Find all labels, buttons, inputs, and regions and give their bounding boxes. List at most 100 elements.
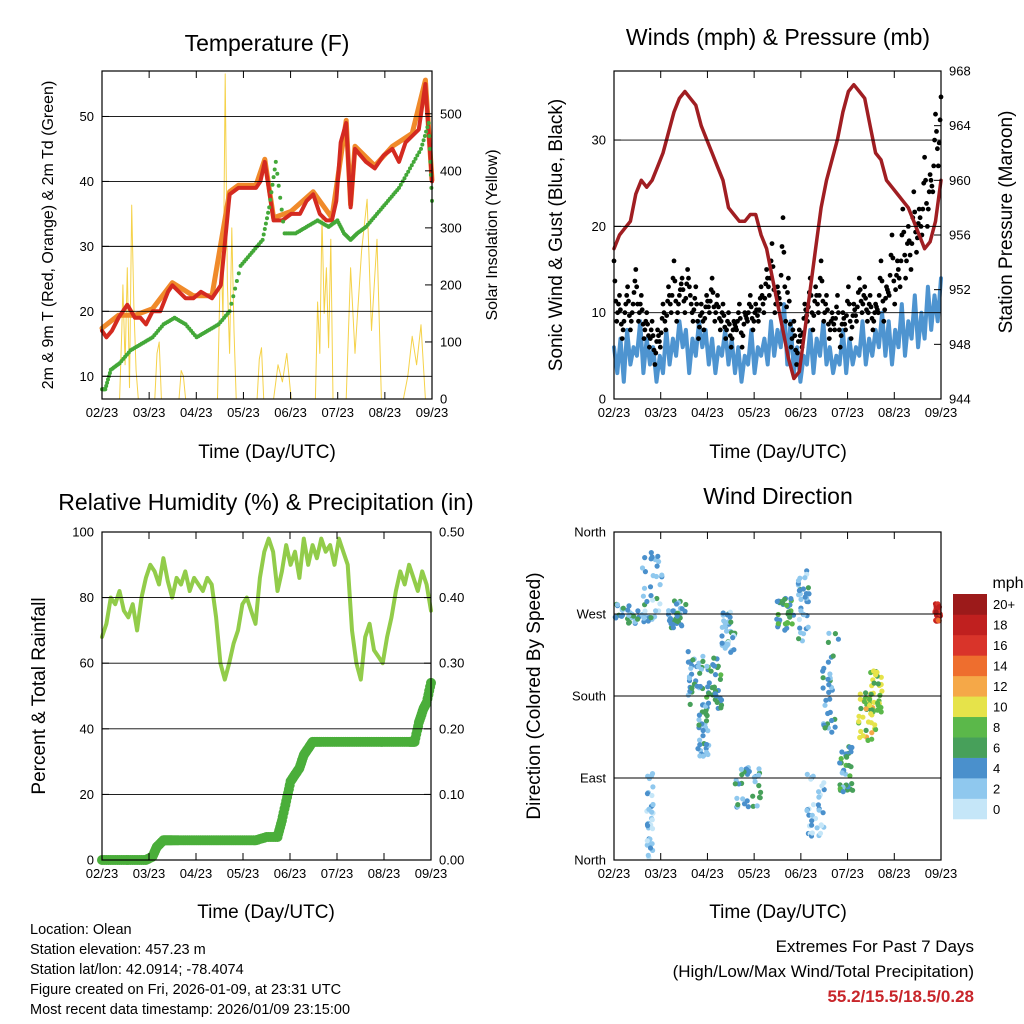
gust-series-point [692, 295, 698, 301]
gust-series-point [617, 293, 622, 298]
gust-series-point [669, 293, 675, 298]
wind-direction-point [697, 683, 703, 690]
wind-direction-point [673, 601, 680, 607]
gust-series-point [911, 189, 917, 195]
gust-series-point [934, 129, 939, 134]
wind-direction-point [700, 727, 706, 734]
wind-direction-point [812, 815, 819, 822]
gust-series-point [786, 298, 792, 304]
gust-series-point [707, 298, 713, 304]
gust-series-point [701, 327, 707, 333]
wind-direction-point [654, 595, 660, 602]
y-tick-label: 30 [592, 133, 606, 148]
wind-direction-point [810, 802, 817, 808]
wind-direction-point [826, 630, 832, 636]
x-tick-label: 07/23 [831, 866, 864, 881]
wind-direction-point [751, 774, 758, 781]
x-tick-label: 02/23 [598, 405, 631, 420]
y-tick-label-right: 200 [440, 277, 462, 292]
wind-direction-point [642, 555, 648, 561]
x-tick-label: 06/23 [785, 405, 818, 420]
wind-direction-point [614, 602, 621, 608]
gust-series-point [657, 344, 663, 350]
wind-direction-point [830, 653, 836, 659]
gust-series-point [811, 313, 817, 318]
gust-series-point [697, 324, 702, 330]
gust-series-point [790, 327, 796, 333]
wind-direction-point [825, 676, 831, 682]
gust-series-point [631, 290, 637, 295]
gust-series-point [843, 327, 848, 333]
wind-direction-point [723, 628, 730, 634]
wind-direction-point [687, 701, 693, 708]
wind-direction-point [798, 608, 804, 614]
y-tick-label-right: 300 [440, 220, 462, 235]
wind-direction-point [878, 709, 884, 715]
wind-direction-point [801, 612, 807, 618]
gust-series-point [886, 293, 892, 298]
dewpoint-series-point [419, 146, 423, 151]
gust-series-point [693, 284, 699, 290]
y-tick-label: 60 [80, 656, 94, 671]
wind-direction-point [857, 691, 863, 697]
wind-direction-point [756, 772, 762, 778]
gust-series-point [691, 307, 697, 313]
gust-series-point [727, 321, 732, 327]
wind-direction-point [659, 572, 665, 578]
gust-series-point [694, 301, 700, 307]
wind-direction-point [705, 684, 711, 690]
x-tick-label: 03/23 [133, 866, 166, 881]
gust-series-point [677, 293, 682, 298]
colorbar-label: 2 [993, 781, 1000, 796]
wind-direction-point [839, 749, 845, 755]
wind-direction-point [832, 631, 839, 637]
wind-direction-point [719, 640, 725, 646]
wind-direction-point [822, 702, 828, 708]
wind-direction-point [679, 606, 685, 612]
gust-series-point [715, 293, 720, 298]
wind-direction-point [705, 728, 711, 734]
gust-series-point [775, 284, 780, 290]
dewpoint-series-point [272, 167, 277, 172]
wind-direction-point [690, 657, 696, 663]
wind-direction-point [815, 802, 822, 808]
gust-series-point [666, 284, 671, 290]
y-tick-label: North [574, 525, 606, 540]
wind-direction-point [734, 795, 740, 801]
wind-direction-point [704, 749, 710, 756]
wind-direction-point [752, 779, 758, 785]
humidity-line [100, 536, 433, 682]
wind-direction-point [650, 573, 656, 579]
wind-direction-point [865, 719, 872, 725]
gust-series-point [892, 301, 898, 307]
gust-series-point [664, 313, 670, 318]
gust-series-point [737, 301, 742, 307]
gust-series-point [928, 177, 934, 183]
gust-series-point [935, 146, 940, 152]
gust-series-point [834, 304, 839, 310]
gust-series-point [672, 278, 678, 284]
colorbar-label: 12 [993, 679, 1007, 694]
humidity-xlabel: Time (Day/UTC) [197, 902, 335, 923]
x-tick-label: 03/23 [644, 405, 677, 420]
gust-series-point [802, 301, 808, 307]
gust-series-point [871, 318, 877, 324]
wind-direction-point [857, 696, 863, 702]
gust-series-point [621, 318, 627, 324]
x-tick-label: 09/23 [415, 866, 448, 881]
gust-series-point [889, 232, 895, 238]
y-tick-label: 30 [80, 239, 94, 254]
wind-direction-point [650, 801, 656, 808]
gust-series-point [895, 258, 900, 264]
gust-series-point [867, 293, 873, 298]
x-tick-label: 07/23 [321, 405, 354, 420]
wind-direction-point [725, 641, 731, 648]
wind-direction-point [649, 792, 655, 799]
station-latlon: Station lat/lon: 42.0914; -78.4074 [30, 962, 244, 978]
wind-direction-xlabel: Time (Day/UTC) [709, 902, 847, 923]
gust-series-point [821, 318, 827, 324]
wind-direction-point [696, 712, 703, 718]
gust-series-point [739, 344, 745, 350]
y-tick-label: 10 [80, 369, 94, 384]
wind-direction-point [810, 773, 816, 779]
